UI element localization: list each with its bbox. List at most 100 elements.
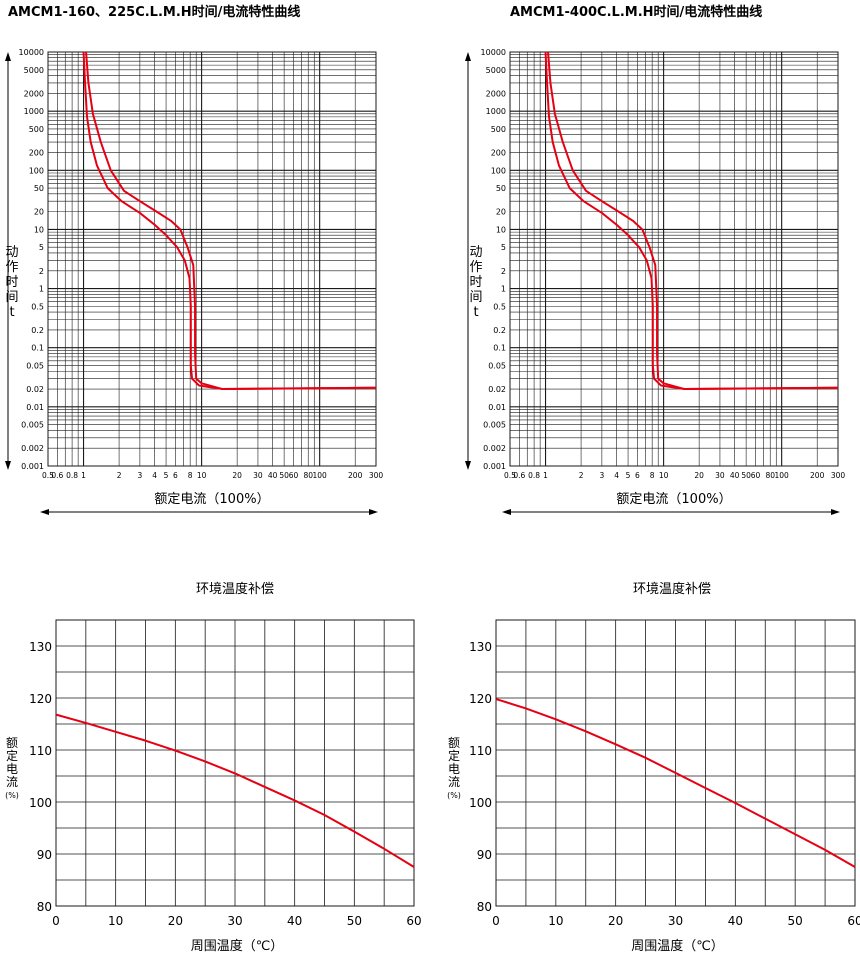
y-tick-label: 200 [491, 148, 506, 157]
compensation-curve [495, 698, 856, 868]
y-tick-label: 50 [496, 184, 506, 193]
trip-curve-1 [85, 51, 377, 391]
x-tick-label: 60 [751, 471, 761, 480]
y-tick-label: 2000 [24, 89, 44, 98]
y-tick-label: 5000 [24, 66, 44, 75]
x-tick-label: 10 [548, 914, 563, 928]
y-tick-label: 20 [496, 208, 506, 217]
y-tick-label: 1 [39, 285, 44, 294]
y-axis-label: 额定电流(%) [447, 736, 461, 800]
y-tick-label: 0.01 [26, 403, 44, 412]
x-tick-label: 6 [173, 471, 178, 480]
y-tick-label: 0.05 [488, 362, 506, 371]
x-tick-label: 30 [227, 914, 242, 928]
y-tick-label: 100 [491, 166, 506, 175]
x-axis-label: 周围温度（℃） [191, 938, 284, 954]
x-tick-label: 40 [730, 471, 740, 480]
y-tick-label: 130 [29, 640, 52, 654]
x-tick-label: 4 [152, 471, 157, 480]
x-tick-label: 100 [775, 471, 790, 480]
y-axis-arrow-bottom [465, 461, 471, 470]
y-tick-label: 500 [491, 125, 506, 134]
plot-frame [509, 51, 839, 467]
x-tick-label: 50 [347, 914, 362, 928]
x-tick-label: 0.8 [528, 471, 540, 480]
x-tick-label: 200 [810, 471, 825, 480]
x-tick-label: 0 [492, 914, 500, 928]
x-tick-label: 60 [406, 914, 421, 928]
x-tick-label: 30 [253, 471, 263, 480]
x-tick-label: 40 [728, 914, 743, 928]
y-axis-label: 额定电流(%) [5, 736, 19, 800]
x-tick-label: 100 [313, 471, 328, 480]
y-axis-label: 动作时间 t [5, 245, 18, 320]
y-tick-label: 0.005 [21, 421, 44, 430]
y-tick-label: 1000 [486, 107, 506, 116]
x-tick-label: 8 [188, 471, 193, 480]
y-axis-arrow-bottom [5, 461, 11, 470]
y-tick-label: 0.5 [31, 302, 44, 311]
y-tick-label: 110 [469, 744, 492, 758]
y-tick-label: 2 [501, 267, 506, 276]
x-tick-label: 20 [232, 471, 242, 480]
x-tick-label: 200 [348, 471, 363, 480]
y-tick-label: 5 [39, 243, 44, 252]
x-tick-label: 3 [137, 471, 142, 480]
x-axis-label: 额定电流（100%） [154, 492, 269, 507]
x-tick-label: 50 [788, 914, 803, 928]
y-tick-label: 200 [29, 148, 44, 157]
trip-curve-2 [544, 51, 839, 391]
x-tick-label: 10 [197, 471, 207, 480]
x-tick-label: 30 [668, 914, 683, 928]
x-axis-arrow-left [40, 509, 49, 515]
chart-title: AMCM1-400C.L.M.H时间/电流特性曲线 [510, 4, 762, 20]
x-tick-label: 20 [168, 914, 183, 928]
y-tick-label: 100 [29, 166, 44, 175]
chart-title: AMCM1-160、225C.L.M.H时间/电流特性曲线 [8, 4, 300, 20]
y-tick-label: 10 [34, 225, 44, 234]
chart-title: 环境温度补偿 [196, 581, 274, 597]
x-tick-label: 0.6 [51, 471, 63, 480]
y-tick-label: 0.005 [483, 421, 506, 430]
y-tick-label: 0.1 [493, 344, 506, 353]
trip-curve-1 [547, 51, 839, 391]
y-tick-label: 50 [34, 184, 44, 193]
y-tick-label: 10000 [19, 48, 44, 57]
x-axis-label: 额定电流（100%） [616, 492, 731, 507]
x-tick-label: 20 [608, 914, 623, 928]
x-tick-label: 60 [847, 914, 860, 928]
x-tick-label: 300 [369, 471, 384, 480]
x-tick-label: 1 [81, 471, 86, 480]
x-tick-label: 1 [543, 471, 548, 480]
y-tick-label: 120 [469, 692, 492, 706]
y-tick-label: 0.01 [488, 403, 506, 412]
x-axis-arrow-left [502, 509, 511, 515]
y-axis-arrow-top [5, 52, 11, 61]
y-tick-label: 5 [501, 243, 506, 252]
x-tick-label: 0.8 [66, 471, 78, 480]
x-axis-label: 周围温度（℃） [631, 938, 724, 954]
x-tick-label: 5 [626, 471, 631, 480]
y-tick-label: 500 [29, 125, 44, 134]
chart-title: 环境温度补偿 [633, 581, 711, 597]
y-tick-label: 2 [39, 267, 44, 276]
y-tick-label: 5000 [486, 66, 506, 75]
x-tick-label: 0.6 [513, 471, 525, 480]
y-tick-label: 0.2 [493, 326, 506, 335]
plot-frame [47, 51, 377, 467]
y-tick-label: 90 [37, 848, 52, 862]
y-tick-label: 0.2 [31, 326, 44, 335]
x-tick-label: 4 [614, 471, 619, 480]
compensation-curve [55, 713, 415, 868]
x-tick-label: 10 [108, 914, 123, 928]
y-tick-label: 0.02 [488, 385, 506, 394]
x-tick-label: 50 [741, 471, 751, 480]
x-tick-label: 6 [635, 471, 640, 480]
trip-curve-2 [82, 51, 377, 391]
y-tick-label: 120 [29, 692, 52, 706]
x-axis-arrow-right [369, 509, 378, 515]
x-tick-label: 0.5 [504, 471, 516, 480]
y-axis-arrow-top [465, 52, 471, 61]
y-tick-label: 80 [37, 900, 52, 914]
